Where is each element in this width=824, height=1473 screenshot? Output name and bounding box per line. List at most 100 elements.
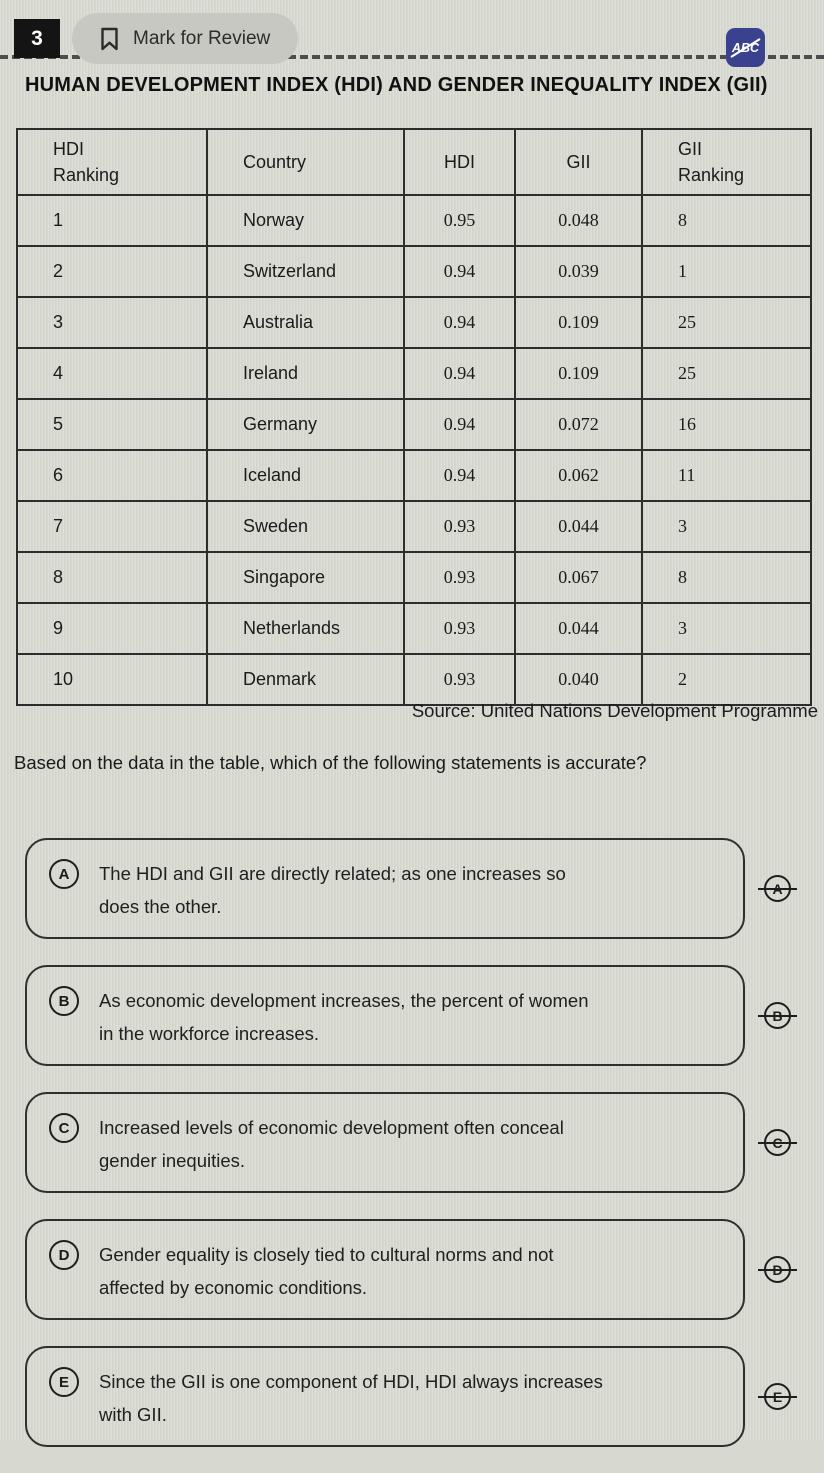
table-row: 2 Switzerland 0.94 0.039 1	[16, 245, 812, 298]
choice-strikeout-button-E[interactable]: E	[764, 1383, 791, 1410]
question-number-box: 3	[14, 19, 60, 58]
choice-option-A[interactable]: A The HDI and GII are directly related; …	[25, 838, 745, 939]
cell-hdi: 0.93	[403, 500, 516, 553]
cell-gii: 0.072	[514, 398, 643, 451]
cell-hdi-ranking: 4	[16, 347, 208, 400]
cell-country: Norway	[206, 194, 405, 247]
cell-hdi: 0.95	[403, 194, 516, 247]
cell-gii: 0.044	[514, 500, 643, 553]
col-header-country: Country	[206, 128, 405, 196]
cell-country: Switzerland	[206, 245, 405, 298]
abc-strikethrough-toggle[interactable]: ABC	[726, 28, 765, 67]
cell-country: Australia	[206, 296, 405, 349]
cell-hdi: 0.94	[403, 449, 516, 502]
choice-letter-badge: C	[49, 1113, 79, 1143]
cell-gii: 0.067	[514, 551, 643, 604]
question-prompt: Based on the data in the table, which of…	[14, 752, 647, 773]
table-row: 4 Ireland 0.94 0.109 25	[16, 347, 812, 400]
cell-hdi: 0.94	[403, 296, 516, 349]
cell-country: Netherlands	[206, 602, 405, 655]
cell-hdi: 0.93	[403, 551, 516, 604]
table-row: 8 Singapore 0.93 0.067 8	[16, 551, 812, 604]
choice-option-E[interactable]: E Since the GII is one component of HDI,…	[25, 1346, 745, 1447]
cell-country: Germany	[206, 398, 405, 451]
mark-for-review-button[interactable]: Mark for Review	[72, 13, 299, 64]
cell-hdi-ranking: 7	[16, 500, 208, 553]
choice-strikeout-button-D[interactable]: D	[764, 1256, 791, 1283]
cell-gii: 0.109	[514, 347, 643, 400]
choice-text: Increased levels of economic development…	[99, 1117, 564, 1171]
cell-hdi-ranking: 2	[16, 245, 208, 298]
cell-hdi-ranking: 10	[16, 653, 208, 706]
cell-gii: 0.040	[514, 653, 643, 706]
choice-option-C[interactable]: C Increased levels of economic developme…	[25, 1092, 745, 1193]
source-caption: Source: United Nations Development Progr…	[411, 700, 818, 721]
choice-strikeout-button-C[interactable]: C	[764, 1129, 791, 1156]
table-row: 3 Australia 0.94 0.109 25	[16, 296, 812, 349]
cell-hdi: 0.93	[403, 602, 516, 655]
choice-row: E Since the GII is one component of HDI,…	[25, 1346, 815, 1447]
choice-letter-badge: D	[49, 1240, 79, 1270]
cell-gii: 0.039	[514, 245, 643, 298]
choice-text: The HDI and GII are directly related; as…	[99, 863, 566, 917]
cell-gii: 0.048	[514, 194, 643, 247]
choice-text: Since the GII is one component of HDI, H…	[99, 1371, 603, 1425]
table-row: 6 Iceland 0.94 0.062 11	[16, 449, 812, 502]
cell-country: Singapore	[206, 551, 405, 604]
passage-title: HUMAN DEVELOPMENT INDEX (HDI) AND GENDER…	[25, 74, 768, 96]
cell-hdi-ranking: 5	[16, 398, 208, 451]
cell-gii-ranking: 25	[641, 296, 812, 349]
cell-gii: 0.109	[514, 296, 643, 349]
table-header-row: HDI Ranking Country HDI GII GII Ranking	[16, 128, 812, 196]
cell-hdi-ranking: 1	[16, 194, 208, 247]
cell-gii-ranking: 3	[641, 602, 812, 655]
table-row: 10 Denmark 0.93 0.040 2	[16, 653, 812, 706]
cell-hdi: 0.94	[403, 347, 516, 400]
mark-for-review-label: Mark for Review	[133, 27, 271, 49]
cell-country: Iceland	[206, 449, 405, 502]
choice-letter-badge: E	[49, 1367, 79, 1397]
cell-gii-ranking: 25	[641, 347, 812, 400]
choice-row: C Increased levels of economic developme…	[25, 1092, 815, 1193]
cell-hdi-ranking: 3	[16, 296, 208, 349]
choice-text: Gender equality is closely tied to cultu…	[99, 1244, 554, 1298]
choice-strikeout-button-A[interactable]: A	[764, 875, 791, 902]
header-dashed-divider	[0, 55, 824, 59]
table-row: 1 Norway 0.95 0.048 8	[16, 194, 812, 247]
cell-hdi-ranking: 6	[16, 449, 208, 502]
cell-gii-ranking: 1	[641, 245, 812, 298]
cell-country: Denmark	[206, 653, 405, 706]
choice-option-B[interactable]: B As economic development increases, the…	[25, 965, 745, 1066]
choice-letter-badge: A	[49, 859, 79, 889]
cell-gii-ranking: 8	[641, 194, 812, 247]
choice-row: B As economic development increases, the…	[25, 965, 815, 1066]
choice-text: As economic development increases, the p…	[99, 990, 589, 1044]
cell-hdi: 0.93	[403, 653, 516, 706]
col-header-gii: GII	[514, 128, 643, 196]
bookmark-icon	[100, 27, 119, 51]
cell-hdi: 0.94	[403, 245, 516, 298]
choice-letter-badge: B	[49, 986, 79, 1016]
cell-gii: 0.062	[514, 449, 643, 502]
cell-gii: 0.044	[514, 602, 643, 655]
cell-country: Ireland	[206, 347, 405, 400]
abc-strikethrough-icon: ABC	[730, 34, 761, 61]
cell-hdi-ranking: 9	[16, 602, 208, 655]
choice-strikeout-button-B[interactable]: B	[764, 1002, 791, 1029]
cell-gii-ranking: 11	[641, 449, 812, 502]
cell-gii-ranking: 2	[641, 653, 812, 706]
col-header-gii-ranking: GII Ranking	[641, 128, 812, 196]
table-row: 5 Germany 0.94 0.072 16	[16, 398, 812, 451]
exam-question-page: 3 Mark for Review ABC HUMAN DEVELOPMENT …	[0, 0, 824, 1440]
cell-gii-ranking: 16	[641, 398, 812, 451]
cell-hdi: 0.94	[403, 398, 516, 451]
choice-row: D Gender equality is closely tied to cul…	[25, 1219, 815, 1320]
choice-option-D[interactable]: D Gender equality is closely tied to cul…	[25, 1219, 745, 1320]
cell-gii-ranking: 8	[641, 551, 812, 604]
table-row: 9 Netherlands 0.93 0.044 3	[16, 602, 812, 655]
answer-choices: A The HDI and GII are directly related; …	[25, 838, 815, 1473]
hdi-gii-data-table: HDI Ranking Country HDI GII GII Ranking …	[16, 128, 812, 706]
cell-hdi-ranking: 8	[16, 551, 208, 604]
cell-country: Sweden	[206, 500, 405, 553]
cell-gii-ranking: 3	[641, 500, 812, 553]
